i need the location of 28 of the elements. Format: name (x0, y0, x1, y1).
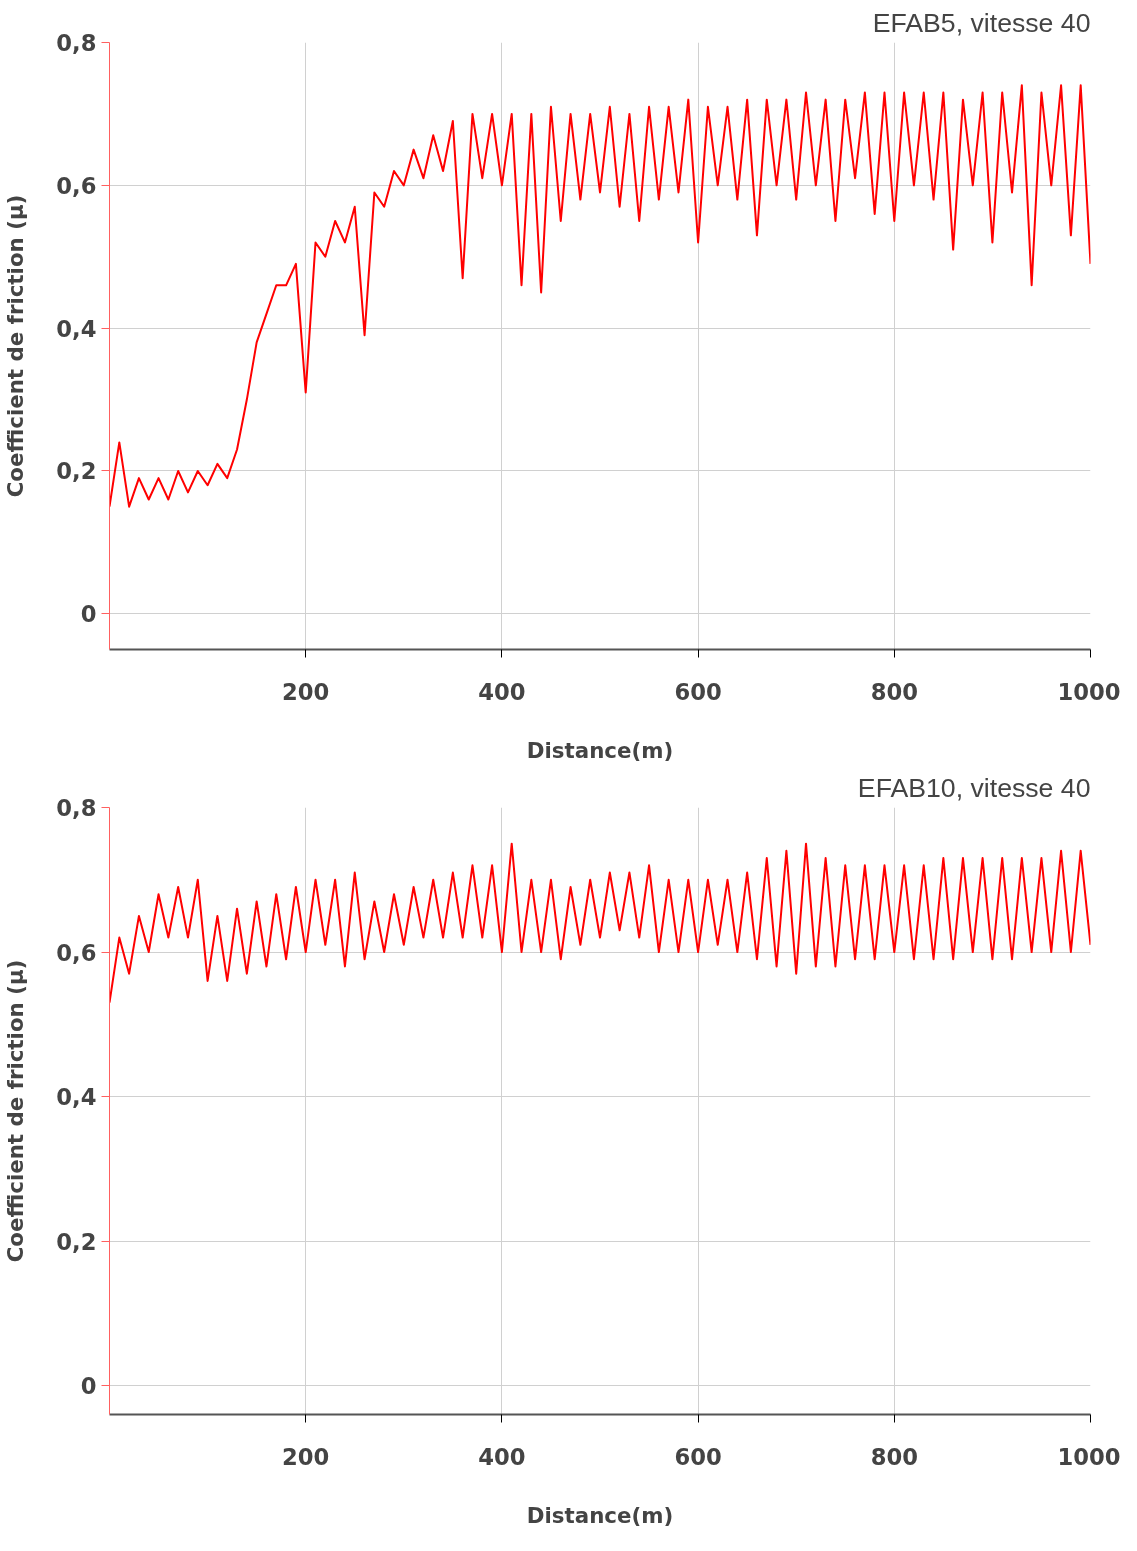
x-tick-label: 1000 (1057, 1443, 1121, 1470)
y-tick-label: 0,8 (56, 30, 97, 56)
x-tick-label: 600 (674, 1443, 722, 1470)
y-tick-label: 0,8 (56, 795, 97, 821)
line-series (109, 84, 1091, 508)
x-axis-title: Distance(m) (526, 737, 674, 763)
y-tick-label: 0 (80, 1373, 97, 1400)
y-tick-label: 0,2 (56, 1228, 97, 1255)
y-tick-label: 0,4 (56, 1084, 97, 1111)
y-tick-label: 0,6 (56, 172, 97, 199)
chart-title: EFAB5, vitesse 40 (872, 7, 1091, 38)
y-tick-label: 0,2 (56, 458, 97, 485)
y-axis-title: Coefficient de friction (µ) (3, 959, 29, 1263)
chart-title: EFAB10, vitesse 40 (857, 772, 1091, 803)
x-tick-label: 400 (478, 1443, 526, 1470)
x-tick-label: 200 (282, 678, 330, 705)
y-tick-label: 0 (80, 601, 97, 628)
y-tick-label: 0,6 (56, 939, 97, 966)
line-series (109, 842, 1091, 1004)
x-tick-label: 800 (870, 1443, 918, 1470)
y-tick-label: 0,4 (56, 315, 97, 342)
x-tick-label: 200 (282, 1443, 330, 1470)
x-tick-label: 800 (870, 678, 918, 705)
x-tick-label: 600 (674, 678, 722, 705)
x-axis-title: Distance(m) (526, 1502, 674, 1528)
x-tick-label: 1000 (1057, 678, 1121, 705)
y-axis-title: Coefficient de friction (µ) (3, 194, 29, 498)
x-tick-label: 400 (478, 678, 526, 705)
